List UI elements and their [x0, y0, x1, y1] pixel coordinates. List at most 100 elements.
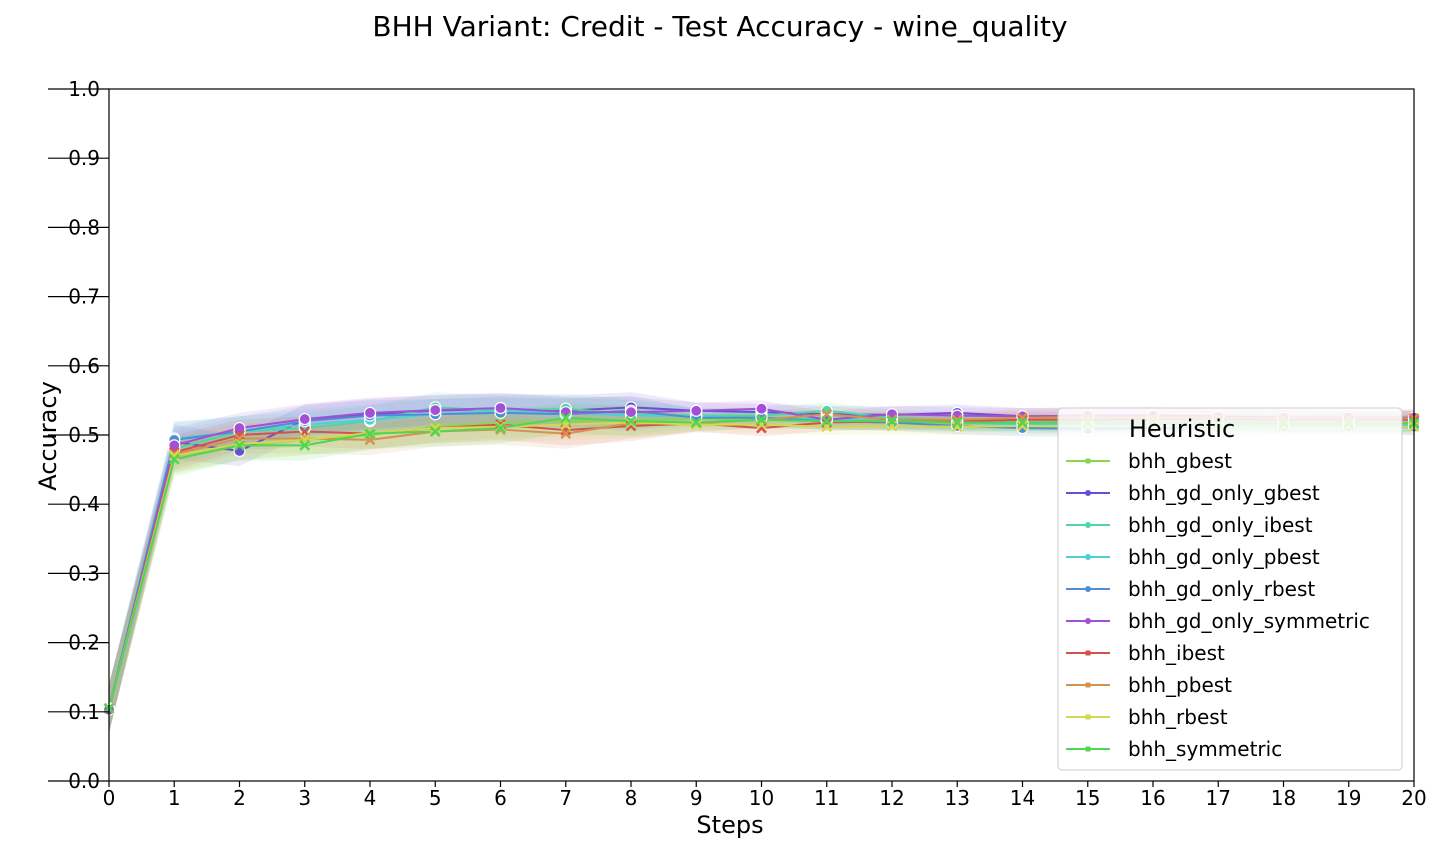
legend-label: bhh_ibest [1128, 641, 1225, 665]
x-tick-label: 0 [103, 786, 116, 810]
y-tick-label: 0.9 [68, 146, 100, 170]
x-tick-label: 14 [1010, 786, 1035, 810]
data-point-bhh_symmetric [1017, 417, 1028, 428]
legend-label: bhh_gbest [1128, 449, 1232, 473]
legend-label: bhh_gd_only_gbest [1128, 481, 1320, 505]
x-tick-label: 17 [1206, 786, 1231, 810]
legend-marker [1085, 490, 1091, 496]
data-point-bhh_gd_only_symmetric [494, 401, 507, 415]
data-point-bhh_gd_only_symmetric [363, 406, 377, 419]
y-tick-label: 0.3 [68, 561, 100, 585]
x-tick-label: 8 [625, 786, 638, 810]
y-tick-label: 0.8 [68, 215, 100, 239]
legend-item-bhh_gbest: bhh_gbest [1066, 449, 1232, 473]
x-tick-label: 9 [690, 786, 703, 810]
y-tick-label: 0.0 [68, 769, 100, 793]
x-tick-label: 7 [559, 786, 572, 810]
x-tick-label: 3 [298, 786, 311, 810]
legend-title: Heuristic [1129, 415, 1235, 443]
x-tick-label: 4 [364, 786, 377, 810]
legend-marker [1085, 554, 1091, 560]
data-point-bhh_ibest [234, 429, 245, 441]
y-tick-label: 0.1 [68, 700, 100, 724]
data-point-bhh_symmetric [299, 439, 311, 451]
legend-item-bhh_gd_only_symmetric: bhh_gd_only_symmetric [1066, 609, 1370, 633]
x-tick-label: 13 [945, 786, 970, 810]
legend-item-bhh_gd_only_gbest: bhh_gd_only_gbest [1066, 481, 1320, 505]
confidence-band-bhh_ibest [109, 409, 1414, 733]
legend-label: bhh_rbest [1128, 705, 1228, 729]
data-point-bhh_symmetric [690, 417, 702, 428]
data-point-bhh_gd_only_symmetric [690, 404, 703, 417]
y-tick-label: 0.6 [68, 354, 100, 378]
data-point-bhh_symmetric [234, 439, 245, 451]
legend-label: bhh_symmetric [1128, 737, 1282, 761]
legend-marker [1085, 586, 1091, 592]
x-tick-label: 18 [1271, 786, 1296, 810]
data-point-bhh_rbest [429, 422, 441, 434]
y-tick-label: 0.7 [68, 285, 100, 309]
legend-marker [1085, 618, 1091, 624]
data-point-bhh_symmetric [364, 428, 376, 439]
x-tick-label: 11 [814, 786, 839, 810]
legend-marker [1085, 746, 1091, 752]
legend-item-bhh_rbest: bhh_rbest [1066, 705, 1228, 729]
data-point-bhh_rbest [951, 421, 963, 433]
legend-marker [1085, 458, 1091, 464]
data-point-bhh_symmetric [495, 422, 506, 434]
x-tick-label: 10 [749, 786, 774, 810]
legend-marker [1085, 650, 1091, 656]
x-tick-label: 19 [1336, 786, 1361, 810]
data-point-bhh_gd_only_symmetric [429, 403, 442, 417]
legend-label: bhh_gd_only_rbest [1128, 577, 1315, 601]
legend: Heuristic bhh_gbest bhh_gd_only_gbest bhh_g… [1057, 407, 1403, 771]
data-point-bhh_symmetric [886, 415, 898, 427]
legend-label: bhh_gd_only_pbest [1128, 545, 1320, 569]
legend-item-bhh_symmetric: bhh_symmetric [1066, 737, 1282, 761]
data-point-bhh_symmetric [429, 426, 441, 437]
data-point-bhh_rbest [1017, 420, 1028, 432]
legend-label: bhh_gd_only_ibest [1128, 513, 1313, 537]
x-tick-label: 1 [168, 786, 181, 810]
data-point-bhh_symmetric [951, 417, 963, 428]
legend-label: bhh_pbest [1128, 673, 1232, 697]
legend-box [1057, 407, 1403, 771]
data-point-bhh_symmetric [625, 415, 637, 427]
data-point-bhh_gd_only_symmetric [298, 412, 311, 426]
legend-marker [1085, 682, 1091, 688]
data-point-bhh_symmetric [168, 453, 180, 465]
legend-item-bhh_ibest: bhh_ibest [1066, 641, 1225, 665]
data-point-bhh_rbest [168, 450, 180, 462]
data-point-bhh_symmetric [560, 412, 572, 424]
x-axis: 0 1 2 3 4 5 6 7 8 9 10 11 12 13 14 15 16 17 18 19 20 [103, 781, 1427, 810]
data-point-bhh_pbest [560, 428, 572, 439]
y-axis-label: Accuracy [34, 381, 62, 491]
y-tick-label: 0.2 [68, 631, 100, 655]
x-tick-label: 6 [494, 786, 507, 810]
legend-item-bhh_gd_only_pbest: bhh_gd_only_pbest [1066, 545, 1320, 569]
legend-item-bhh_pbest: bhh_pbest [1066, 673, 1232, 697]
y-tick-label: 0.5 [68, 423, 100, 447]
data-point-bhh_rbest [690, 419, 702, 431]
data-point-bhh_symmetric [821, 415, 833, 427]
legend-item-bhh_gd_only_rbest: bhh_gd_only_rbest [1066, 577, 1315, 601]
y-axis: 0.0 0.1 0.2 0.3 0.4 0.5 0.6 0.7 0.8 0.9 1.0 [48, 77, 109, 793]
legend-marker [1085, 714, 1091, 720]
data-point-bhh_ibest [756, 422, 767, 434]
x-tick-label: 12 [879, 786, 904, 810]
data-point-bhh_gd_only_symmetric [755, 402, 768, 415]
x-tick-label: 2 [233, 786, 246, 810]
x-axis-label: Steps [696, 811, 763, 839]
y-tick-label: 0.4 [68, 492, 100, 516]
legend-item-bhh_gd_only_ibest: bhh_gd_only_ibest [1066, 513, 1313, 537]
legend-marker [1085, 522, 1091, 528]
x-tick-label: 20 [1401, 786, 1426, 810]
y-tick-label: 1.0 [68, 77, 100, 101]
x-tick-label: 5 [429, 786, 442, 810]
chart-title: BHH Variant: Credit - Test Accuracy - wi… [372, 10, 1068, 43]
data-point-bhh_gd_only_symmetric [624, 406, 638, 419]
x-tick-label: 16 [1140, 786, 1165, 810]
x-tick-label: 15 [1075, 786, 1100, 810]
data-point-bhh_symmetric [756, 414, 767, 426]
